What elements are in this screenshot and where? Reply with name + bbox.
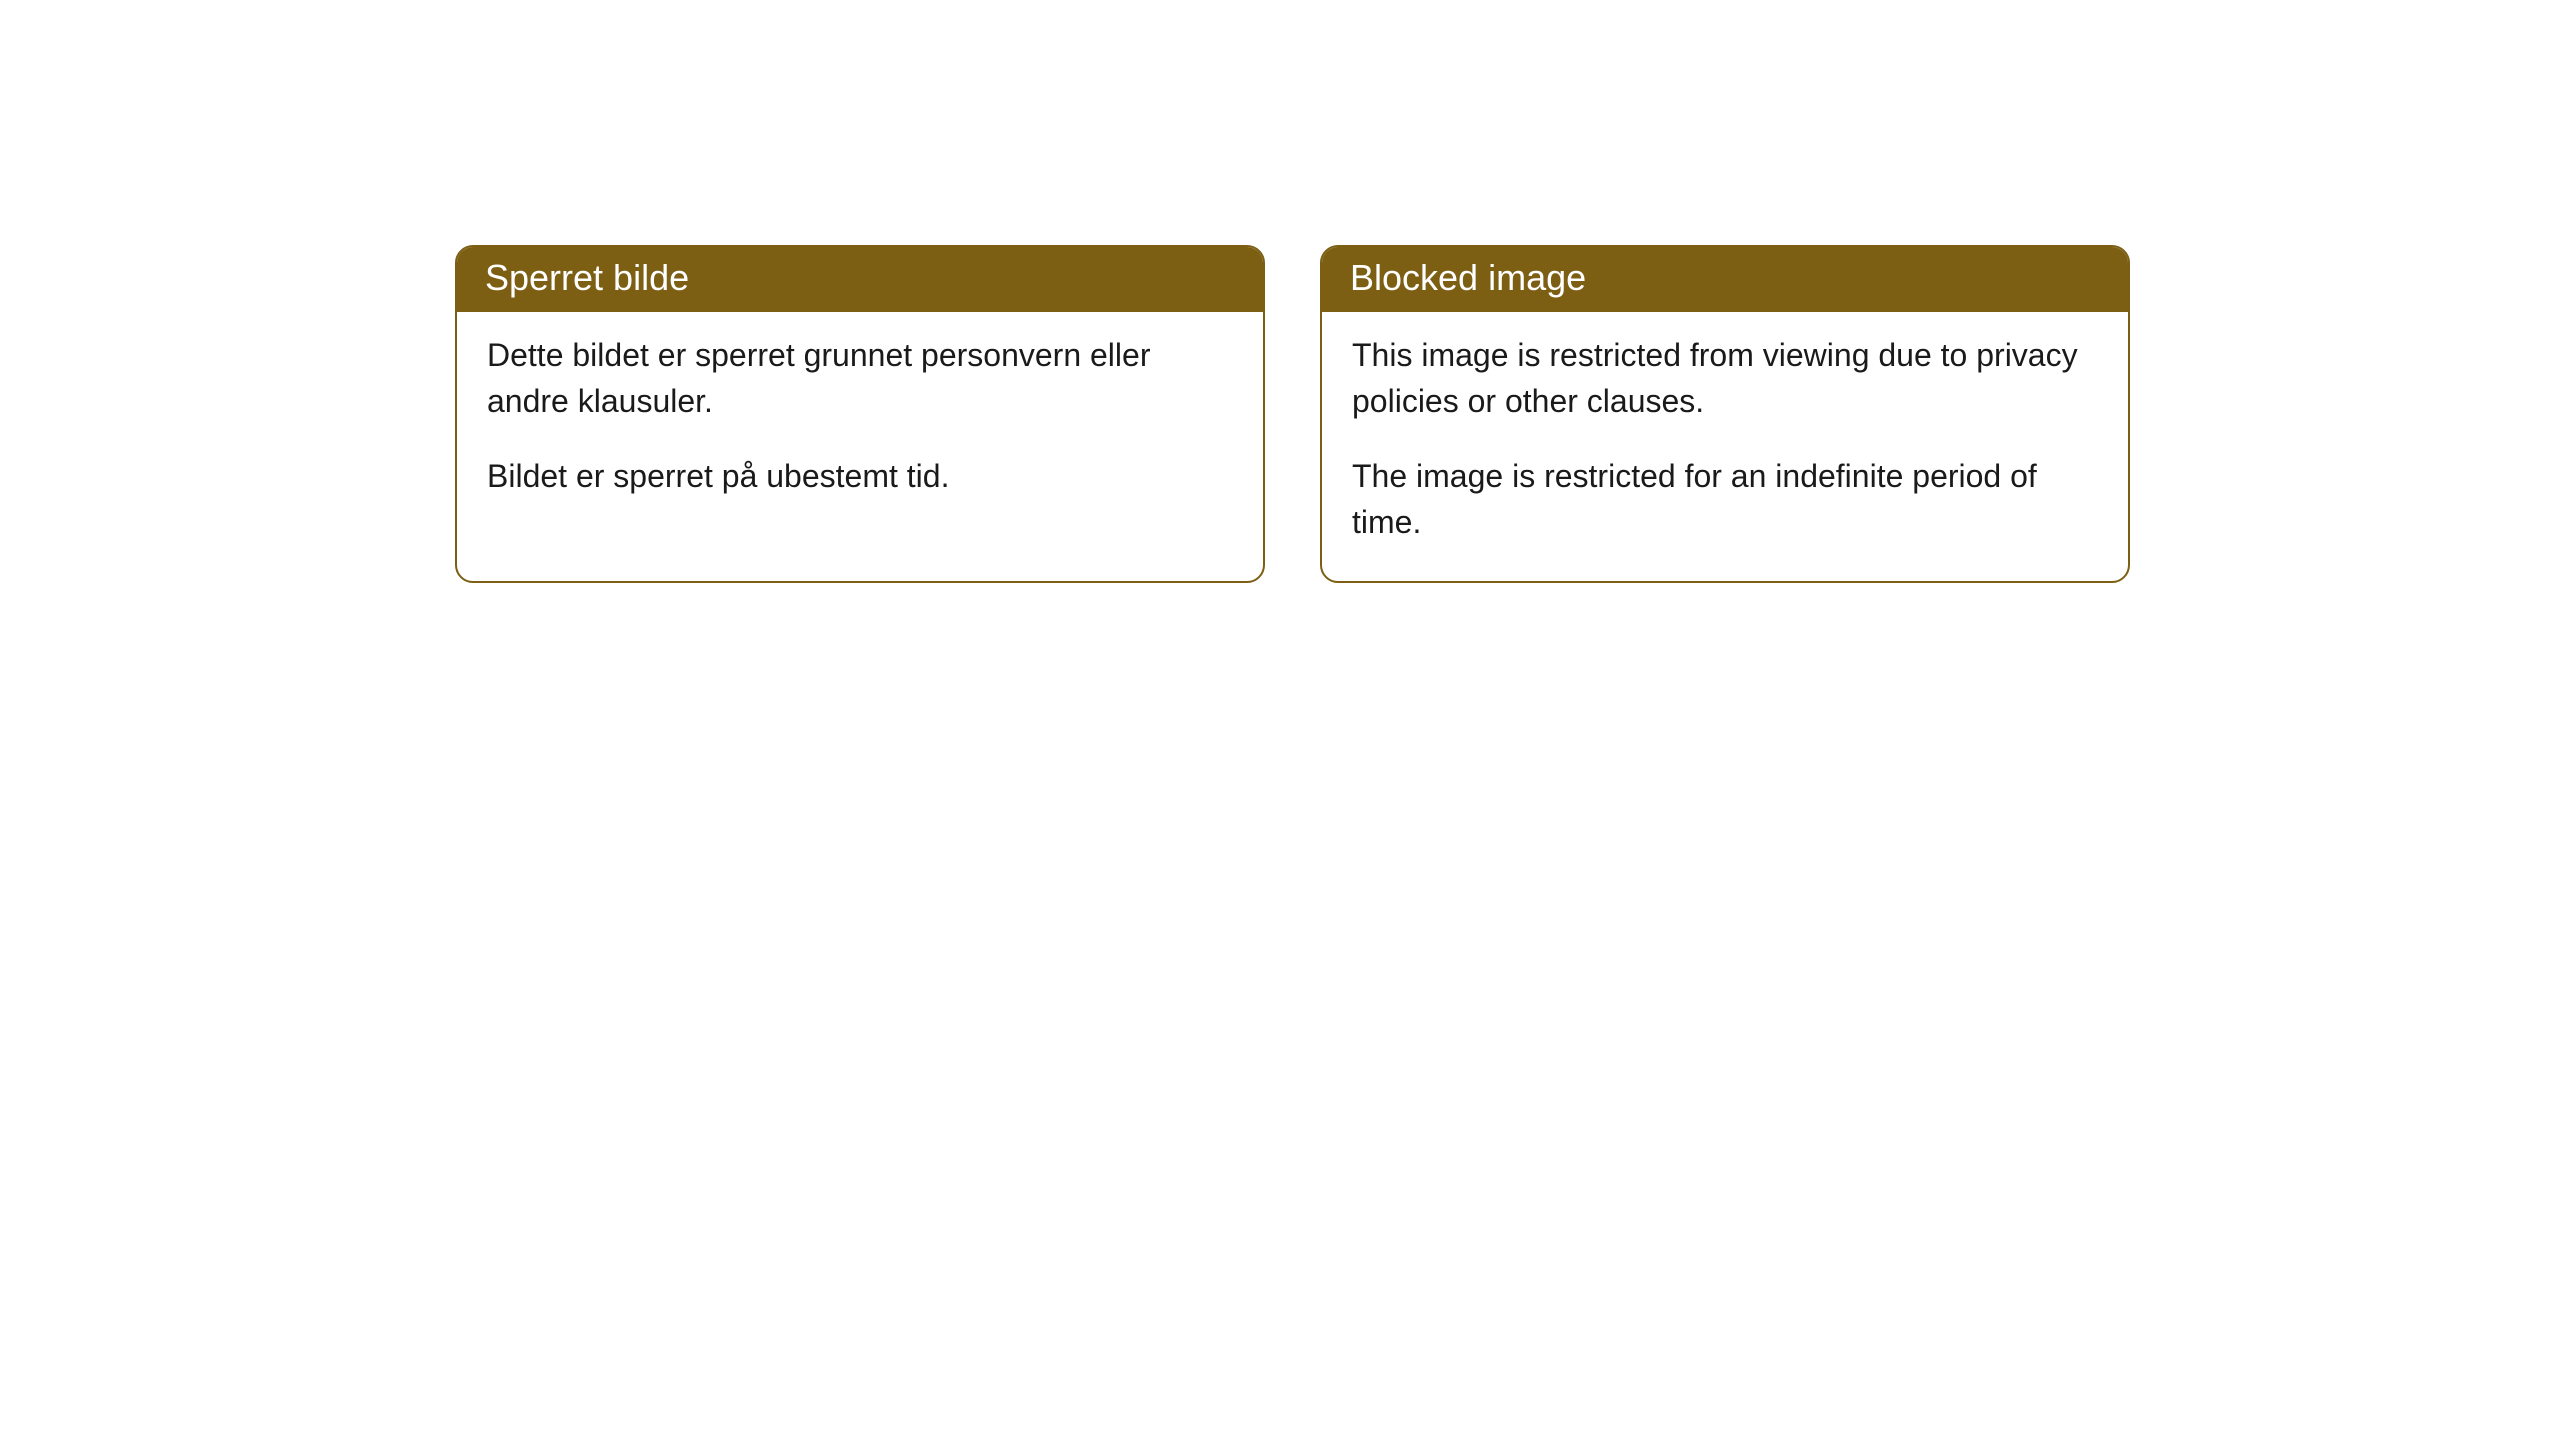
notice-body: Dette bildet er sperret grunnet personve… bbox=[457, 312, 1263, 535]
notice-text-line1: Dette bildet er sperret grunnet personve… bbox=[487, 332, 1233, 425]
notice-text-line1: This image is restricted from viewing du… bbox=[1352, 332, 2098, 425]
notice-text-line2: The image is restricted for an indefinit… bbox=[1352, 453, 2098, 546]
notice-body: This image is restricted from viewing du… bbox=[1322, 312, 2128, 582]
notice-header: Blocked image bbox=[1322, 247, 2128, 312]
notice-header: Sperret bilde bbox=[457, 247, 1263, 312]
notice-container: Sperret bilde Dette bildet er sperret gr… bbox=[0, 0, 2560, 583]
notice-card-norwegian: Sperret bilde Dette bildet er sperret gr… bbox=[455, 245, 1265, 583]
notice-card-english: Blocked image This image is restricted f… bbox=[1320, 245, 2130, 583]
notice-text-line2: Bildet er sperret på ubestemt tid. bbox=[487, 453, 1233, 499]
